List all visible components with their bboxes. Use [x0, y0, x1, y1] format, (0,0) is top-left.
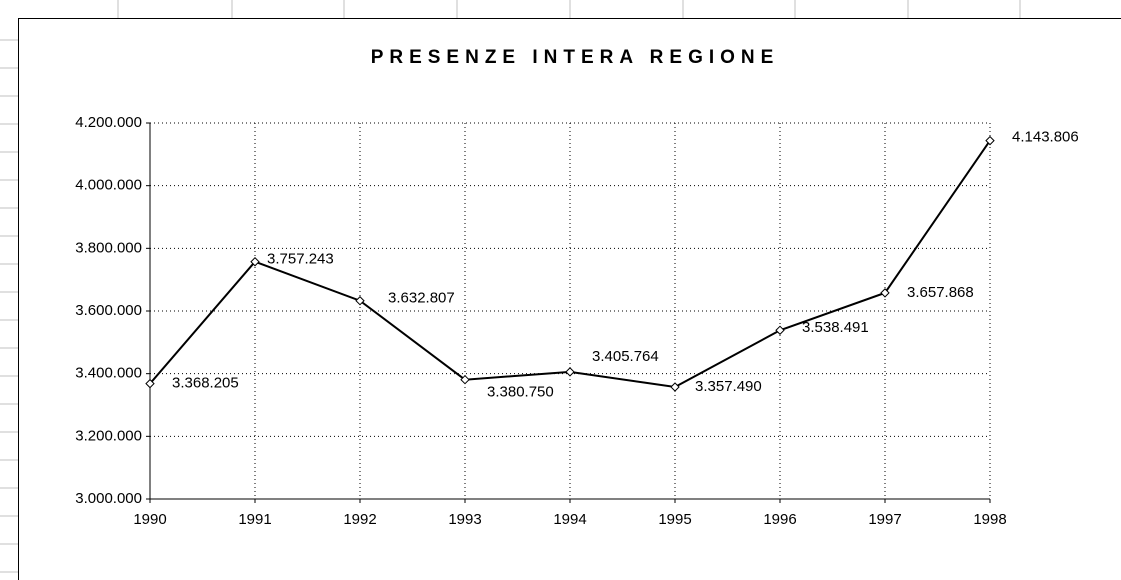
sheet-grid — [0, 0, 1021, 573]
point-marker — [460, 374, 470, 385]
x-tick-label: 1994 — [553, 511, 586, 528]
point-marker — [145, 378, 155, 389]
point-marker — [880, 288, 890, 298]
y-tick-label: 3.800.000 — [75, 239, 142, 256]
data-label: 4.143.806 — [1012, 129, 1079, 146]
x-tick-label: 1993 — [448, 511, 481, 528]
y-tick-label: 3.000.000 — [75, 490, 142, 507]
x-tick-label: 1991 — [238, 511, 271, 528]
chart-title: PRESENZE INTERA REGIONE — [371, 47, 780, 68]
data-label: 3.380.750 — [487, 384, 554, 401]
data-label: 3.405.764 — [592, 348, 659, 365]
y-tick-label: 3.600.000 — [75, 302, 142, 319]
point-marker — [775, 325, 785, 335]
data-label: 3.632.807 — [388, 290, 455, 307]
point-marker — [355, 296, 365, 306]
data-label: 3.538.491 — [802, 319, 869, 336]
y-tick-label: 3.200.000 — [75, 427, 142, 444]
data-label: 3.657.868 — [907, 284, 974, 301]
x-tick-label: 1995 — [658, 511, 691, 528]
point-marker — [565, 367, 575, 377]
x-tick-label: 1996 — [763, 511, 796, 528]
data-label: 3.757.243 — [267, 251, 334, 268]
point-marker — [250, 257, 260, 267]
point-marker — [670, 382, 680, 392]
y-tick-label: 3.400.000 — [75, 365, 142, 382]
data-label: 3.368.205 — [172, 375, 239, 392]
x-tick-label: 1990 — [133, 511, 166, 528]
y-tick-label: 4.000.000 — [75, 177, 142, 194]
y-tick-label: 4.200.000 — [75, 114, 142, 131]
point-marker — [985, 135, 995, 146]
x-tick-label: 1998 — [973, 511, 1006, 528]
x-tick-label: 1992 — [343, 511, 376, 528]
data-label: 3.357.490 — [695, 378, 762, 395]
x-tick-label: 1997 — [868, 511, 901, 528]
